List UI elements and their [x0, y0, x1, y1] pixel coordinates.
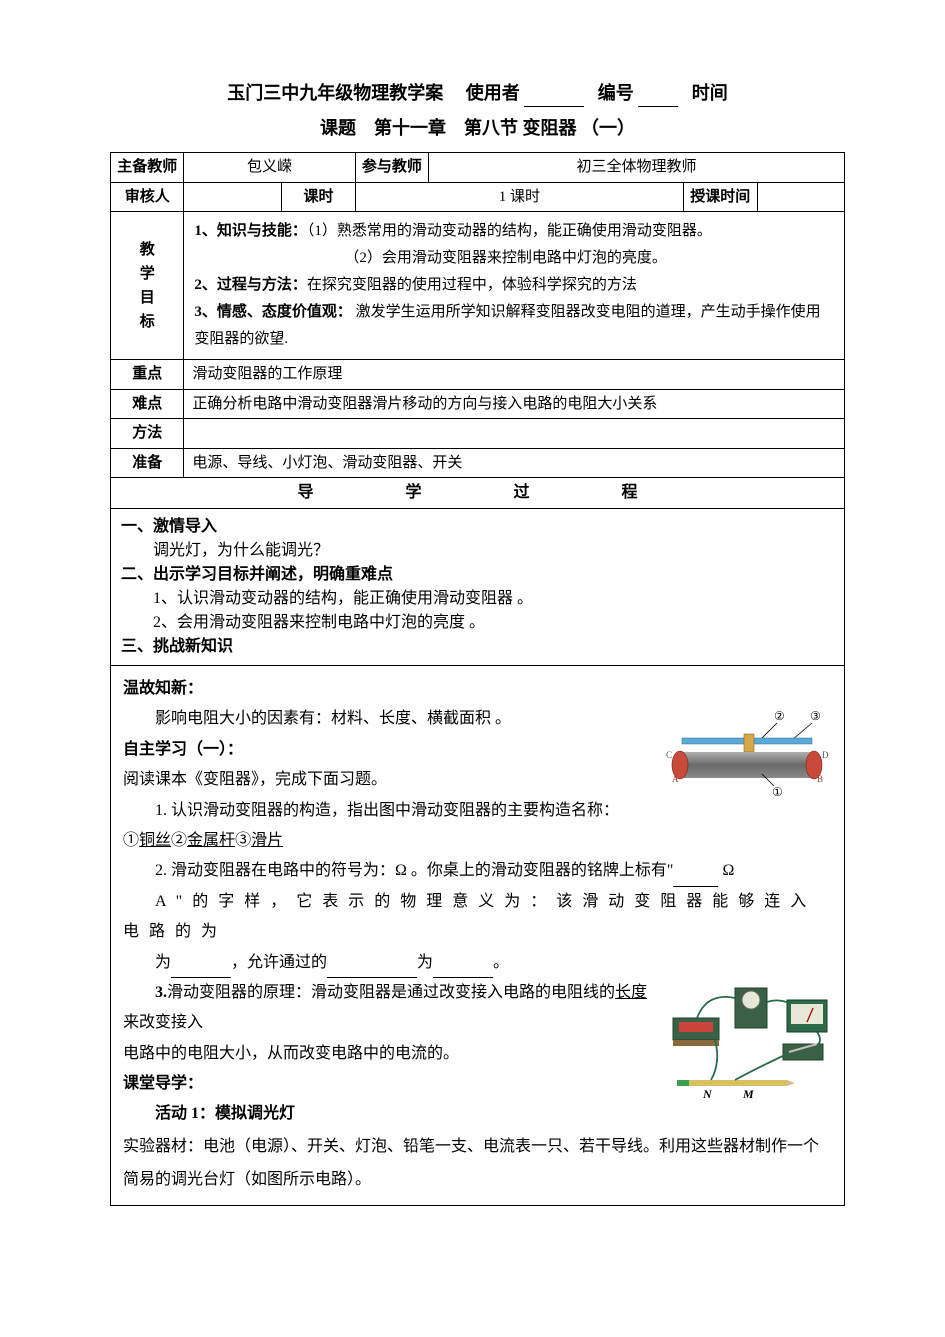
question-2-cont: 为，允许通过的为。	[123, 948, 832, 978]
table-row: 准备 电源、导线、小灯泡、滑动变阻器、开关	[111, 448, 845, 478]
svg-text:C: C	[666, 750, 672, 760]
cell-value	[184, 182, 282, 212]
paragraph: 2、会用滑动变阻器来控制电路中灯泡的亮度 。	[121, 611, 834, 635]
section-heading: 一、激情导入	[121, 515, 834, 539]
cell-label: 方法	[111, 419, 184, 449]
cell-value: 包义嵘	[184, 153, 355, 183]
content-box-intro: 一、激情导入 调光灯，为什么能调光？ 二、出示学习目标并阐述，明确重难点 1、认…	[110, 509, 845, 666]
cell-value: 初三全体物理教师	[429, 153, 845, 183]
table-row: 方法	[111, 419, 845, 449]
table-row: 重点 滑动变阻器的工作原理	[111, 360, 845, 390]
section-heading: 温故知新：	[123, 674, 832, 704]
school-name: 玉门三中九年级物理教学案	[227, 83, 443, 103]
goal-line: 1、知识与技能：（1）熟悉常用的滑动变动器的结构，能正确使用滑动变阻器。	[194, 218, 834, 245]
cell-value	[757, 182, 845, 212]
cell-value: 正确分析电路中滑动变阻器滑片移动的方向与接入电路的电阻大小关系	[184, 389, 845, 419]
number-blank	[638, 89, 678, 107]
goals-label: 教学目标	[111, 212, 184, 360]
label-m: M	[742, 1087, 754, 1101]
user-label: 使用者	[466, 83, 520, 103]
svg-text:A: A	[672, 774, 679, 784]
table-row: 难点 正确分析电路中滑动变阻器滑片移动的方向与接入电路的电阻大小关系	[111, 389, 845, 419]
paragraph: 调光灯，为什么能调光？	[121, 539, 834, 563]
cell-value: 1 课时	[355, 182, 683, 212]
content-box-lesson: 温故知新： ② ③ ①	[110, 666, 845, 1206]
goal-line: 2、过程与方法：在探究变阻器的使用过程中，体验科学探究的方法	[194, 272, 834, 299]
fill-blank	[327, 962, 417, 978]
cell-value	[184, 419, 845, 449]
label-2-icon: ②	[774, 709, 785, 723]
number-label: 编号	[598, 83, 634, 103]
fill-blank	[171, 962, 231, 978]
question-2: 2. 滑动变阻器在电路中的符号为：Ω 。你桌上的滑动变阻器的铭牌上标有" Ω	[123, 856, 832, 886]
rheostat-diagram: ② ③ ① C D	[662, 708, 832, 803]
cell-label: 审核人	[111, 182, 184, 212]
circuit-diagram: N M	[667, 982, 832, 1107]
parts-answer: ①铜丝②金属杆③滑片	[123, 826, 832, 856]
table-row: 教学目标 1、知识与技能：（1）熟悉常用的滑动变动器的结构，能正确使用滑动变阻器…	[111, 212, 845, 360]
activity-text: 实验器材：电池（电源）、开关、灯泡、铅笔一支、电流表一只、若干导线。利用这些器材…	[123, 1130, 832, 1197]
goal-line: 3、情感、态度价值观： 激发学生运用所学知识解释变阻器改变电阻的道理，产生动手操…	[194, 299, 834, 353]
svg-text:B: B	[817, 774, 823, 784]
cell-label: 课时	[282, 182, 355, 212]
section: 第八节 变阻器 （一）	[464, 118, 635, 138]
label-1-icon: ①	[772, 785, 783, 799]
label-n: N	[702, 1087, 713, 1101]
cell-label: 重点	[111, 360, 184, 390]
table-row: 审核人 课时 1 课时 授课时间	[111, 182, 845, 212]
cell-label: 参与教师	[355, 153, 428, 183]
label-3-icon: ③	[810, 709, 821, 723]
chapter: 第十一章	[374, 118, 446, 138]
goals-cell: 1、知识与技能：（1）熟悉常用的滑动变动器的结构，能正确使用滑动变阻器。 （2）…	[184, 212, 845, 360]
time-label: 时间	[692, 83, 728, 103]
section-heading: 二、出示学习目标并阐述，明确重难点	[121, 563, 834, 587]
paragraph: 1、认识滑动变动器的结构，能正确使用滑动变阻器 。	[121, 587, 834, 611]
question-2-cont: A " 的 字 样 ， 它 表 示 的 物 理 意 义 为 ： 该 滑 动 变 …	[123, 887, 832, 948]
doc-header: 玉门三中九年级物理教学案 使用者 编号 时间	[110, 80, 845, 107]
cell-value: 滑动变阻器的工作原理	[184, 360, 845, 390]
cell-label: 难点	[111, 389, 184, 419]
cell-value: 电源、导线、小灯泡、滑动变阻器、开关	[184, 448, 845, 478]
doc-title: 课题 第十一章 第八节 变阻器 （一）	[110, 115, 845, 142]
cell-label: 准备	[111, 448, 184, 478]
svg-text:D: D	[822, 750, 829, 760]
cell-label: 主备教师	[111, 153, 184, 183]
fill-blank	[673, 871, 718, 887]
user-blank	[524, 89, 584, 107]
info-table: 主备教师 包义嵘 参与教师 初三全体物理教师 审核人 课时 1 课时 授课时间 …	[110, 152, 845, 509]
section-heading: 三、挑战新知识	[121, 635, 834, 659]
table-row: 主备教师 包义嵘 参与教师 初三全体物理教师	[111, 153, 845, 183]
ketitle-label: 课题	[320, 118, 356, 138]
table-row: 导 学 过 程	[111, 478, 845, 509]
fill-blank	[433, 962, 493, 978]
cell-label: 授课时间	[684, 182, 757, 212]
goal-line: （2）会用滑动变阻器来控制电路中灯泡的亮度。	[194, 245, 834, 272]
process-title: 导 学 过 程	[111, 478, 845, 509]
